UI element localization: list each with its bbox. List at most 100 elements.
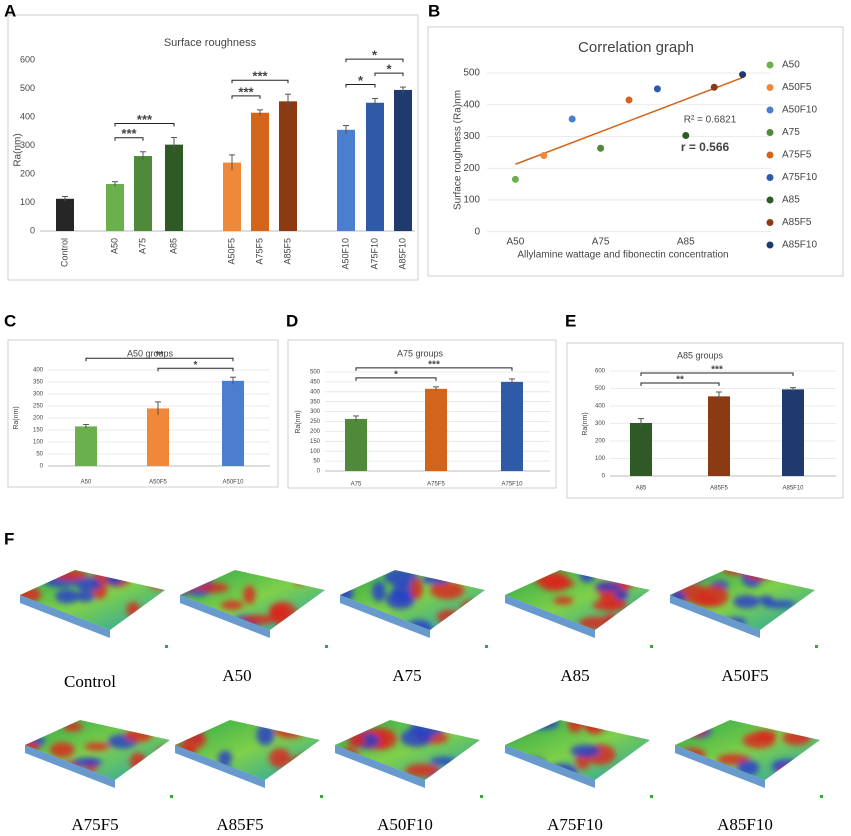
y-tick-label: 400 [310, 389, 321, 395]
scale-marker [320, 795, 323, 798]
legend-marker [766, 174, 774, 181]
y-tick-label: 200 [310, 429, 321, 435]
surface-blob [527, 720, 559, 730]
surface-blob [256, 724, 275, 746]
scale-marker [650, 795, 653, 798]
point [653, 85, 661, 93]
surface-image [505, 720, 653, 798]
point [597, 144, 605, 152]
surface-blob [25, 728, 35, 741]
bar [251, 112, 269, 231]
surface-blob [62, 722, 83, 732]
legend-label: A75 [782, 127, 800, 138]
x-tick-label: A85F10 [782, 486, 804, 492]
y-tick-label: 0 [317, 469, 321, 475]
x-tick-label: A85 [168, 238, 178, 254]
point [540, 152, 548, 160]
y-tick-label: 500 [310, 370, 321, 376]
x-tick-label: A75F5 [427, 482, 445, 488]
x-tick-label: A85F10 [397, 238, 407, 270]
surface-blob [761, 600, 796, 609]
surface-blob [514, 720, 532, 734]
x-tick-label: Control [59, 238, 69, 267]
y-tick-label: 200 [463, 163, 480, 174]
chart-title: A85 groups [677, 350, 724, 360]
y-tick-label: 500 [20, 83, 35, 93]
image-label: A75F5 [71, 815, 118, 834]
surface-blob [20, 621, 45, 630]
surface-blob [243, 585, 256, 605]
legend-marker [766, 129, 774, 136]
surface-blob [753, 730, 777, 741]
legend-marker [766, 84, 774, 91]
r-label: r = 0.566 [681, 140, 730, 154]
surface-edge [505, 745, 595, 788]
significance-bracket [345, 83, 376, 88]
surface-blob [180, 582, 200, 592]
x-tick-label: A85 [636, 486, 647, 492]
significance-bracket [231, 95, 261, 99]
surface-blob [410, 578, 423, 600]
significance-label: *** [121, 126, 137, 141]
y-tick-label: 300 [33, 392, 44, 398]
surface-blob [347, 722, 366, 738]
surface-blob [129, 752, 147, 771]
legend-label: A75F5 [782, 150, 812, 161]
trendline [515, 76, 743, 165]
scale-marker [820, 795, 823, 798]
x-tick-label: A50 [81, 480, 92, 486]
x-tick-label: A75F10 [369, 238, 379, 270]
y-tick-label: 0 [30, 225, 35, 235]
y-axis-label: Ra(nm) [13, 406, 20, 429]
y-tick-label: 100 [20, 197, 35, 207]
legend-label: A85F10 [782, 240, 817, 251]
surface-blob [340, 576, 360, 586]
surface-blob [581, 720, 600, 731]
legend-marker [766, 219, 774, 226]
surface-blob [385, 590, 415, 610]
legend-marker [766, 61, 774, 69]
surface-blob [629, 720, 647, 736]
bar [165, 144, 183, 231]
significance-label: *** [238, 84, 254, 99]
bar [630, 422, 652, 476]
surface-edge [505, 595, 595, 638]
x-tick-label: A50 [507, 237, 525, 248]
bar [782, 389, 804, 476]
y-tick-label: 150 [33, 428, 44, 434]
surface-blob [55, 589, 80, 604]
surface-blob [293, 575, 307, 585]
image-label: A50F5 [721, 666, 768, 685]
panel-label: F [4, 529, 14, 548]
scale-marker [485, 645, 488, 648]
surface-blob [285, 619, 305, 628]
surface-blob [181, 730, 206, 749]
x-tick-label: A85F5 [710, 486, 728, 492]
significance-label: *** [711, 365, 723, 376]
surface-edge [675, 745, 765, 788]
surface-image [675, 720, 823, 798]
surface-edge [25, 745, 115, 788]
y-tick-label: 450 [310, 379, 321, 385]
y-tick-label: 400 [595, 404, 606, 410]
image-label: A85F10 [717, 815, 773, 834]
y-tick-label: 500 [595, 386, 606, 392]
x-tick-label: A85 [677, 237, 695, 248]
surface-blob [434, 570, 456, 581]
bar [106, 183, 124, 231]
surface-blob [430, 756, 457, 766]
panel-box [427, 26, 844, 277]
surface-blob [274, 722, 306, 739]
surface-blob [614, 589, 629, 601]
surface-blob [404, 763, 440, 778]
legend-marker [766, 151, 774, 159]
surface-blob [459, 599, 483, 622]
chart-title: Surface roughness [164, 37, 257, 49]
significance-bracket [231, 79, 289, 84]
surface-edge [175, 745, 265, 788]
y-axis-label: Surface roughness (Ra)nm [453, 90, 464, 210]
surface-blob [436, 609, 461, 625]
surface-image [340, 570, 488, 648]
bar [279, 101, 297, 231]
